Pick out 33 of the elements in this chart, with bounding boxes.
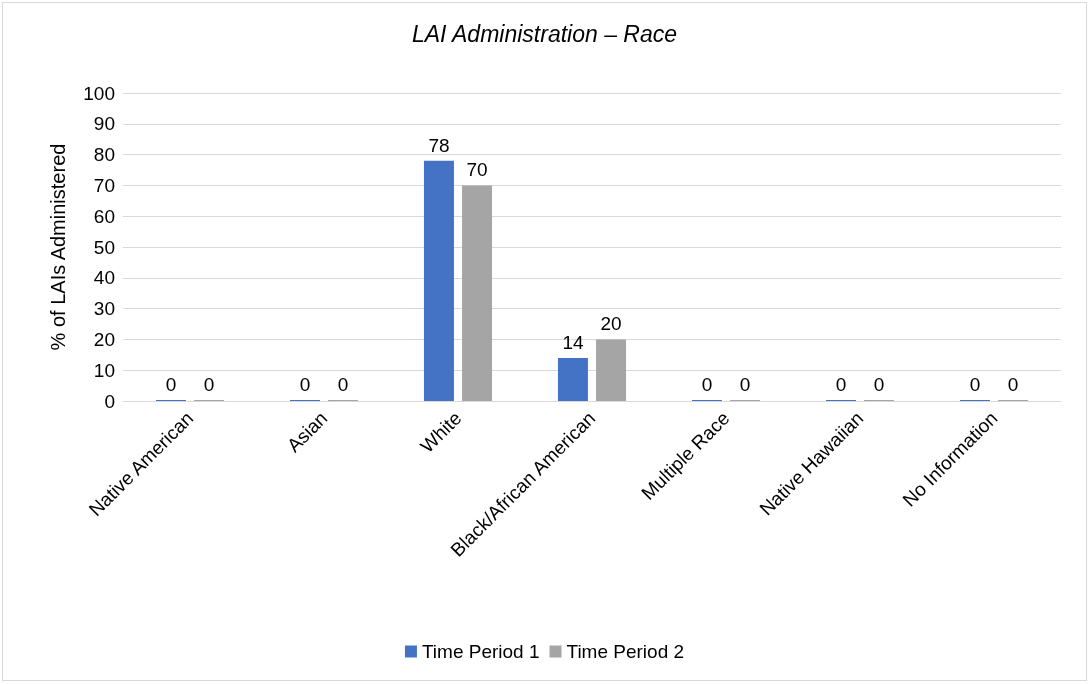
- y-tick-label: 40: [93, 267, 115, 289]
- y-tick-label: 20: [93, 328, 115, 350]
- chart-title: LAI Administration – Race: [411, 20, 678, 47]
- legend-label: Time Period 1: [421, 641, 540, 662]
- data-label: 0: [1007, 374, 1019, 395]
- y-tick-label: 100: [83, 82, 115, 104]
- data-label: 70: [466, 159, 488, 181]
- bar: [557, 357, 588, 401]
- data-label: 0: [701, 374, 713, 395]
- bar: [462, 185, 493, 401]
- data-label: 14: [562, 331, 584, 353]
- data-label: 0: [299, 374, 311, 395]
- data-label: 0: [739, 374, 751, 395]
- data-label: 20: [600, 313, 622, 335]
- y-tick-label: 80: [93, 144, 115, 166]
- y-tick-label: 90: [93, 113, 115, 135]
- y-axis-title: % of LAIs Administered: [47, 143, 69, 351]
- data-label: 78: [428, 134, 450, 156]
- data-label: 0: [165, 374, 177, 395]
- y-tick-label: 50: [93, 236, 115, 258]
- legend-label: Time Period 2: [566, 641, 685, 662]
- data-label: 0: [969, 374, 981, 395]
- y-tick-label: 70: [93, 174, 115, 196]
- data-label: 0: [835, 374, 847, 395]
- y-tick-label: 0: [104, 390, 115, 412]
- bar: [423, 160, 454, 401]
- data-label: 0: [873, 374, 885, 395]
- data-label: 0: [337, 374, 349, 395]
- bar: [596, 339, 627, 401]
- y-tick-label: 10: [93, 359, 115, 381]
- y-tick-label: 30: [93, 298, 115, 320]
- data-label: 0: [203, 374, 215, 395]
- y-tick-label: 60: [93, 205, 115, 227]
